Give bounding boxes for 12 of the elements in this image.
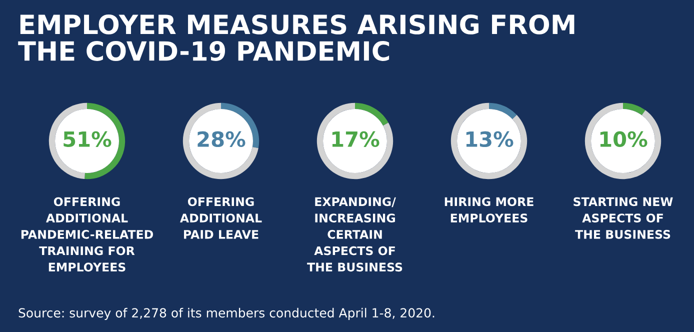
data-label: 10% — [600, 131, 648, 148]
data-label: 28% — [198, 131, 246, 148]
text: HIRING MORE EMPLOYEES — [444, 197, 534, 222]
text: STARTING NEW ASPECTS OF THE BUSINESS — [574, 197, 673, 239]
text: EMPLOYER MEASURES ARISING FROM THE COVID-19 PANDEMIC — [18, 14, 574, 61]
text: EXPANDING/ INCREASING CERTAIN ASPECTS OF THE BUSINESS — [307, 197, 402, 272]
text: OFFERING ADDITIONAL PAID LEAVE — [180, 197, 262, 239]
data-label: 17% — [332, 131, 380, 148]
text: OFFERING ADDITIONAL PANDEMIC-RELATED TRAINING FOR EMPLOYEES — [21, 197, 154, 272]
data-label: 51% — [64, 131, 112, 148]
source-note: Source: survey of 2,278 of its members conducted April 1-8, 2020. — [18, 308, 434, 320]
data-label: 13% — [466, 131, 514, 148]
